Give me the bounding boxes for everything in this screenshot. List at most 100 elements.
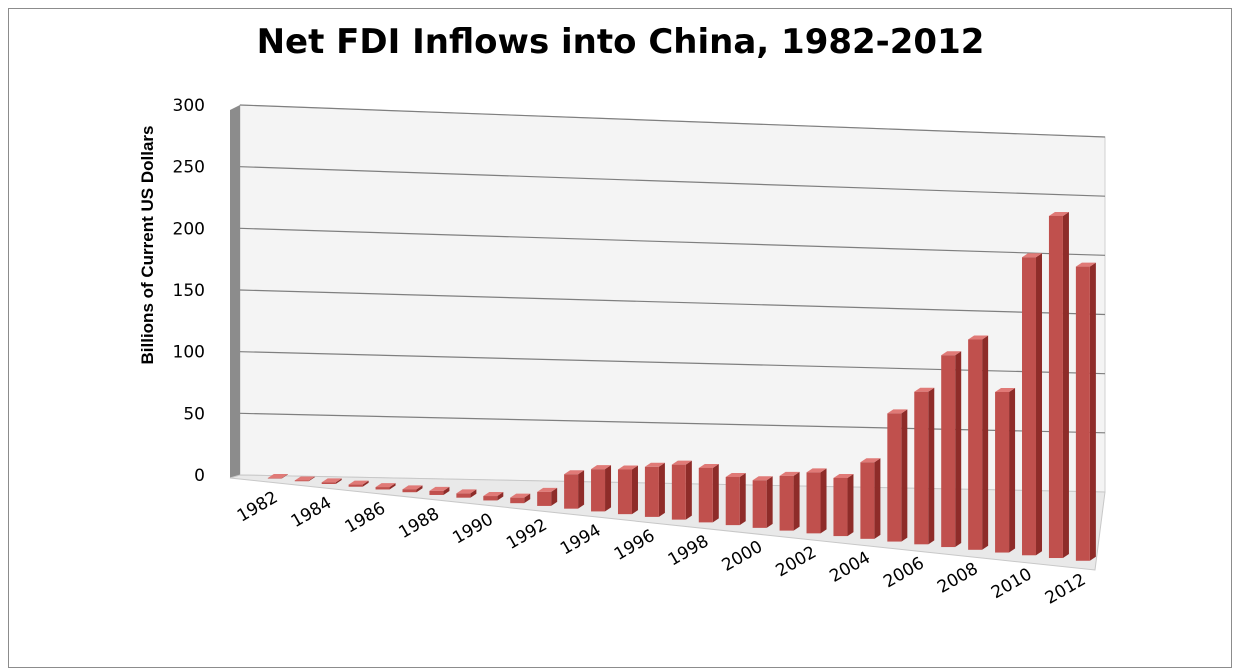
bar-top	[402, 485, 423, 490]
bar-side	[578, 470, 585, 509]
bar-side	[281, 474, 288, 479]
x-tick-label: 1982	[234, 488, 281, 527]
x-tick-label: 2002	[773, 542, 820, 581]
floor	[229, 474, 1106, 571]
x-tick-label: 2010	[988, 564, 1035, 603]
bar-1998	[698, 463, 719, 523]
bar-top	[941, 351, 962, 356]
x-tick-label: 1988	[395, 504, 442, 543]
x-tick-label: 1990	[449, 509, 496, 548]
bar-top	[833, 473, 854, 478]
bar-top	[429, 486, 450, 491]
bar-front	[860, 462, 875, 539]
bar-front	[348, 484, 363, 487]
y-tick-label: 50	[183, 404, 205, 424]
bar-side	[766, 476, 773, 528]
bar-2000	[752, 476, 773, 528]
bar-front	[1022, 257, 1037, 556]
bar-side	[793, 471, 800, 531]
x-tick-label: 1994	[557, 520, 604, 559]
bar-top	[752, 476, 773, 481]
bar-2011	[1048, 211, 1069, 559]
bar-1992	[537, 487, 558, 506]
bar-front	[914, 391, 929, 545]
bar-1989	[456, 489, 477, 498]
gridline	[239, 166, 1106, 197]
bar-top	[617, 465, 638, 470]
bar-front	[429, 490, 444, 495]
bar-side	[389, 483, 396, 490]
bar-side	[416, 485, 423, 493]
bar-2004	[860, 458, 881, 539]
bar-side	[658, 462, 665, 517]
bar-side	[847, 473, 854, 537]
y-tick-label: 300	[173, 96, 205, 116]
bar-top	[1022, 253, 1043, 258]
bar-front	[779, 475, 794, 531]
bar-side	[443, 486, 450, 495]
bar-side	[739, 472, 746, 526]
bar-top	[860, 458, 881, 463]
x-tick-label: 2004	[826, 548, 873, 587]
bar-top	[510, 493, 531, 498]
x-tick-label: 1996	[611, 526, 658, 565]
bar-front	[537, 491, 552, 506]
bar-side	[308, 476, 315, 482]
bar-1993	[564, 470, 585, 509]
bar-front	[995, 391, 1010, 553]
bar-front	[806, 472, 821, 534]
bar-top	[995, 387, 1016, 392]
bar-2006	[914, 387, 935, 545]
bar-top	[348, 480, 369, 485]
bar-1994	[591, 465, 612, 512]
x-tick-label: 2012	[1042, 570, 1089, 609]
side-wall	[230, 105, 240, 478]
bar-top	[375, 483, 396, 488]
bar-side	[631, 465, 638, 515]
x-tick-label: 2000	[719, 537, 766, 576]
bar-1984	[321, 478, 342, 484]
bar-1982	[267, 474, 288, 479]
bar-front	[968, 339, 983, 550]
x-tick-label: 1986	[342, 498, 389, 537]
bar-2001	[779, 471, 800, 531]
bar-front	[833, 477, 848, 537]
bar-1996	[644, 462, 665, 517]
y-tick-label: 250	[173, 158, 205, 178]
bar-2002	[806, 468, 827, 534]
bar-2009	[995, 387, 1016, 553]
bar-front	[321, 482, 336, 484]
bar-1988	[429, 486, 450, 495]
bar-top	[267, 474, 288, 479]
x-tick-label: 1984	[288, 493, 335, 532]
bar-side	[605, 465, 612, 512]
bar-side	[928, 387, 935, 545]
bar-top	[887, 409, 908, 414]
gridline	[239, 227, 1106, 256]
bar-front	[456, 493, 471, 498]
bar-top	[294, 476, 315, 481]
y-tick-labels: 300 250 200 150 100 50 0	[173, 96, 205, 486]
chart-title: Net FDI Inflows into China, 1982-2012	[256, 22, 985, 62]
bar-top	[914, 387, 935, 392]
bar-side	[335, 478, 342, 484]
gridline	[239, 104, 1106, 138]
bar-side	[524, 493, 531, 504]
bar-2010	[1022, 253, 1043, 556]
bar-side	[1009, 387, 1016, 553]
bars	[267, 211, 1096, 561]
y-tick-label: 100	[173, 343, 205, 363]
x-tick-label: 2008	[934, 559, 981, 598]
x-tick-label: 2006	[880, 553, 927, 592]
bar-1987	[402, 485, 423, 493]
bar-side	[712, 463, 719, 523]
bar-top	[1075, 262, 1096, 267]
bar-1985	[348, 480, 369, 487]
bar-1983	[294, 476, 315, 482]
x-tick-label: 1992	[503, 515, 550, 554]
bar-side	[901, 409, 908, 542]
bar-side	[497, 492, 504, 501]
y-tick-label: 150	[173, 281, 205, 301]
bar-top	[968, 335, 989, 340]
bar-top	[564, 470, 585, 475]
